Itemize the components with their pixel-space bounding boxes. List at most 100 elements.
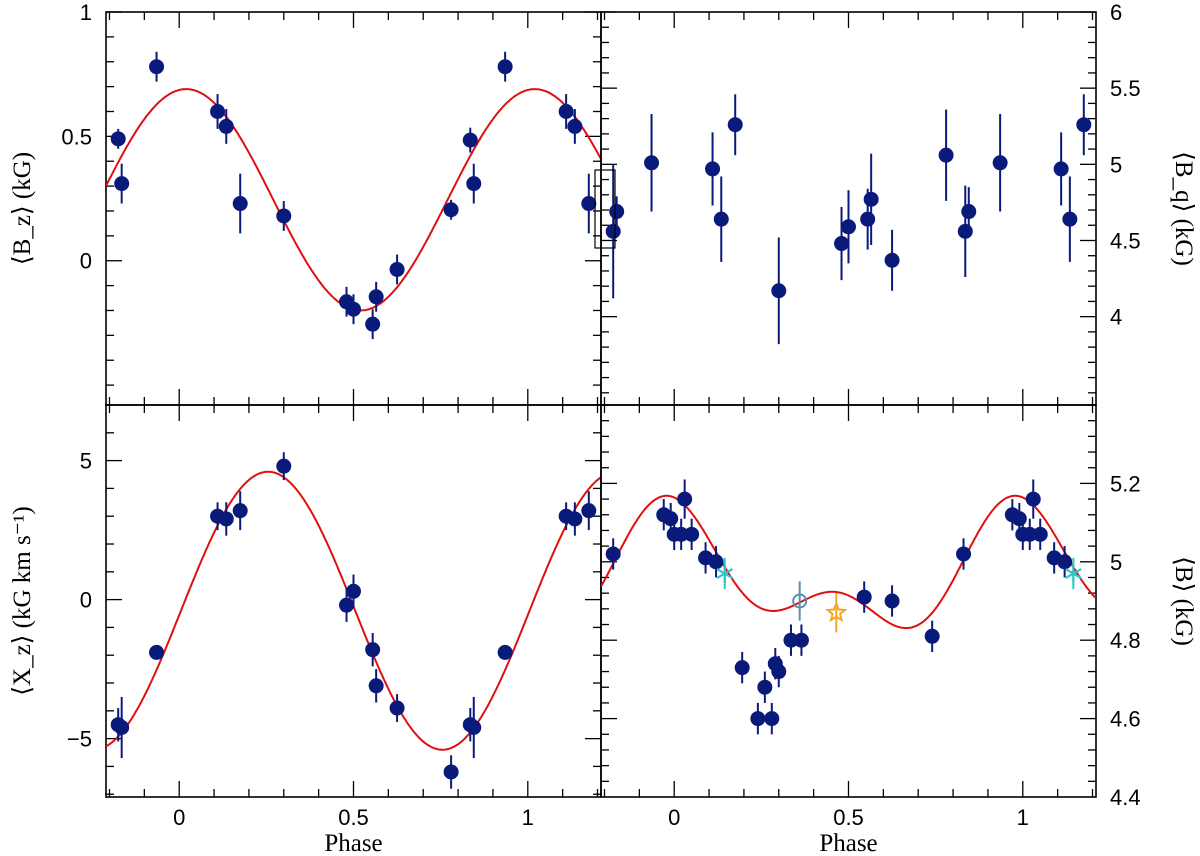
data-point — [961, 204, 977, 220]
data-point — [497, 59, 513, 75]
data-point — [365, 642, 381, 658]
data-point — [1053, 161, 1069, 177]
data-point — [497, 644, 513, 660]
data-point — [443, 202, 459, 218]
y-tick-label: 5 — [1110, 152, 1122, 177]
data-point — [346, 583, 361, 599]
data-point — [1057, 554, 1073, 570]
data-point — [368, 678, 384, 694]
fit-curve — [106, 470, 601, 751]
plot-frame — [105, 11, 602, 406]
data-point — [581, 503, 597, 519]
data-point — [609, 204, 625, 220]
panel-top-left: 0 0.5 1 ⟨B_z⟩ (kG) — [9, 0, 602, 406]
data-point — [956, 546, 972, 562]
data-point — [708, 554, 724, 570]
data-point — [149, 644, 165, 660]
data-point — [764, 711, 780, 727]
data-point — [210, 103, 226, 119]
data-point — [771, 664, 787, 680]
panel-top-right: 4 4.5 5 5.5 6 ⟨B_q⟩ (kG) — [594, 0, 1197, 406]
panel-bottom-right: 4.4 4.6 4.8 5 5.2 0 0.5 1 Phase ⟨B⟩ (kG) — [600, 404, 1197, 856]
y-tick-label: 5 — [80, 449, 92, 474]
x-tick-label: 1 — [1017, 805, 1029, 830]
data-point — [605, 546, 621, 562]
asterisk-marker — [1064, 568, 1082, 580]
data-point — [365, 316, 381, 332]
data-point — [567, 511, 583, 527]
y-tick-label: 0 — [80, 588, 92, 613]
data-point — [1025, 491, 1041, 507]
data-point — [581, 196, 597, 212]
data-point — [443, 764, 459, 780]
data-point — [884, 593, 900, 609]
open-circle-marker — [792, 593, 808, 609]
data-point — [218, 118, 234, 134]
data-point — [232, 503, 248, 519]
data-point — [684, 526, 700, 542]
data-point — [276, 208, 292, 224]
data-point — [644, 155, 660, 171]
data-point — [1076, 117, 1092, 133]
data-point — [705, 161, 721, 177]
data-point — [567, 118, 583, 134]
inset-box — [594, 169, 616, 249]
data-point — [1022, 526, 1038, 542]
data-point — [677, 491, 693, 507]
star-marker — [825, 601, 848, 623]
panel-bottom-left: −5 0 5 0 0.5 1 Phase ⟨X_z⟩ (kG km s⁻¹) — [9, 404, 602, 856]
data-point — [114, 176, 130, 192]
x-tick-label: 0 — [668, 805, 680, 830]
data-point — [114, 719, 130, 735]
data-point — [841, 219, 856, 235]
data-point — [276, 458, 292, 474]
data-point — [663, 511, 679, 527]
y-tick-label: 4.8 — [1110, 628, 1141, 653]
data-point — [727, 117, 743, 133]
data-point — [771, 283, 787, 299]
data-point — [673, 526, 689, 542]
data-point — [389, 700, 405, 716]
data-point — [1032, 526, 1048, 542]
data-point — [793, 632, 809, 648]
data-point — [110, 131, 126, 147]
data-point — [466, 176, 482, 192]
data-point — [1011, 511, 1027, 527]
data-point — [757, 679, 773, 695]
fit-curve — [106, 88, 601, 312]
data-point — [860, 211, 876, 227]
y-tick-label: 0.5 — [61, 124, 92, 149]
data-point — [346, 301, 361, 317]
y-tick-label: −5 — [67, 727, 92, 752]
data-point — [957, 223, 973, 239]
data-point — [1062, 211, 1078, 227]
data-point — [605, 223, 621, 239]
data-point — [462, 132, 478, 148]
y-tick-label: 4.6 — [1110, 707, 1141, 732]
data-point — [218, 511, 234, 527]
x-tick-label: 0.5 — [833, 805, 864, 830]
plot-frame — [600, 404, 1097, 798]
data-point — [834, 236, 850, 252]
y-tick-label: 6 — [1110, 0, 1122, 25]
y-tick-label: 0 — [80, 249, 92, 274]
x-tick-label: 0 — [173, 805, 185, 830]
x-axis-label: Phase — [819, 830, 877, 856]
data-point — [232, 196, 248, 212]
data-point — [558, 103, 574, 119]
data-point — [750, 711, 766, 727]
y-axis-label: ⟨B_q⟩ (kG) — [1170, 151, 1197, 266]
y-tick-label: 1 — [80, 0, 92, 25]
y-axis-label: ⟨B⟩ (kG) — [1170, 556, 1197, 646]
x-tick-label: 1 — [522, 805, 534, 830]
y-tick-label: 4 — [1110, 305, 1122, 330]
data-point — [884, 252, 900, 268]
x-tick-label: 0.5 — [338, 805, 369, 830]
data-point — [734, 660, 750, 676]
y-tick-label: 4.5 — [1110, 228, 1141, 253]
y-tick-label: 5.5 — [1110, 76, 1141, 101]
data-point — [863, 191, 879, 207]
data-point — [992, 155, 1008, 171]
data-point — [713, 211, 729, 227]
data-point — [783, 632, 799, 648]
